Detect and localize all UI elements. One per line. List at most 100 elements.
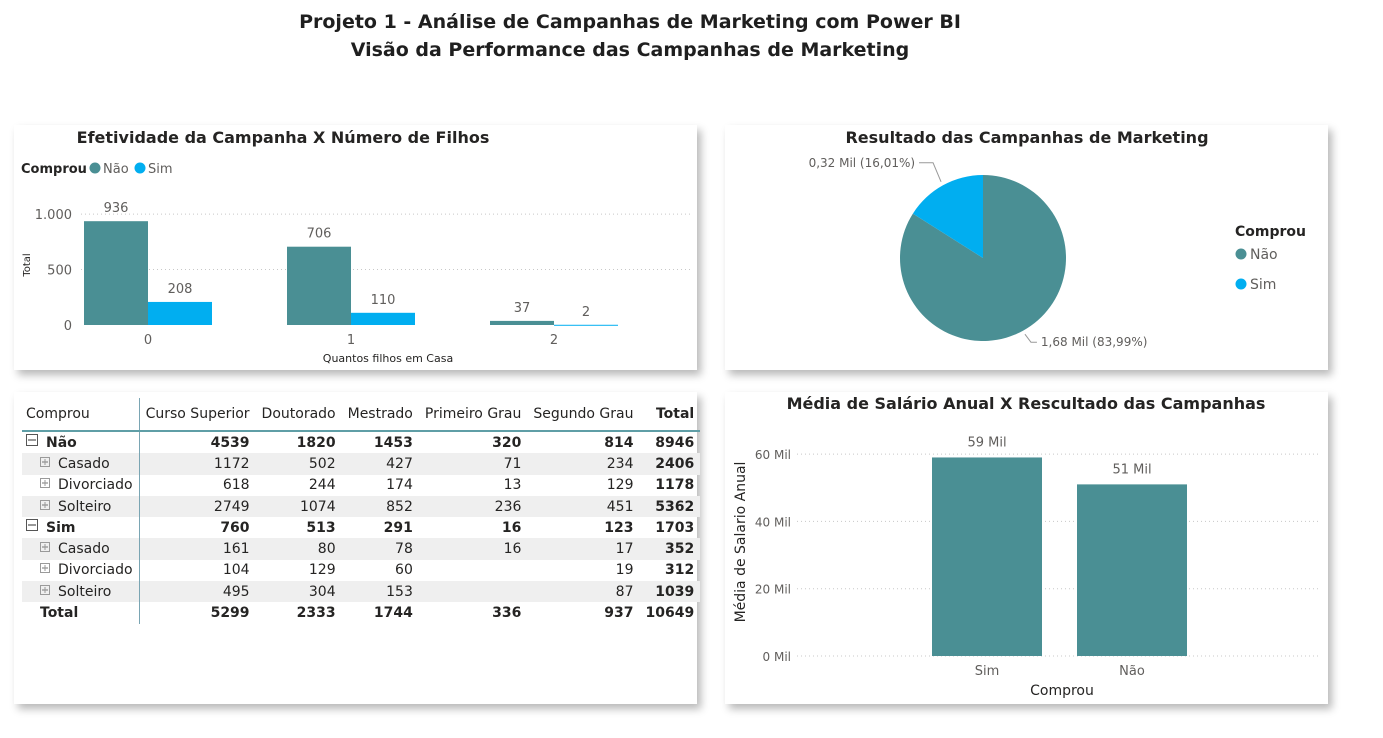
table-cell: 60 <box>395 562 413 579</box>
legend-marker <box>89 162 101 174</box>
leader-line <box>919 162 942 182</box>
table-cell: 236 <box>418 495 528 518</box>
expand-icon[interactable] <box>40 584 50 595</box>
collapse-icon[interactable] <box>26 434 38 447</box>
table-cell: 1178 <box>655 477 695 494</box>
table-cell: 234 <box>527 453 640 475</box>
table-cell: 1039 <box>639 581 701 603</box>
y-tick-label: 1.000 <box>35 208 72 223</box>
resultado-chart: Resultado das Campanhas de Marketing 1,68… <box>809 128 1306 349</box>
table-cell: 2406 <box>639 453 701 475</box>
chart-title: Média de Salário Anual X Rescultado das … <box>787 394 1266 413</box>
expand-icon[interactable] <box>40 478 50 489</box>
collapse-icon[interactable] <box>26 519 38 532</box>
pie-label: 1,68 Mil (83,99%) <box>1041 335 1148 349</box>
bar-no-2 <box>490 320 554 325</box>
expand-icon[interactable] <box>40 499 50 510</box>
x-tick-label: 1 <box>347 333 355 348</box>
x-tick-label: Não <box>1119 664 1145 679</box>
x-axis-label: Quantos filhos em Casa <box>323 352 453 365</box>
x-tick-label: 2 <box>550 333 558 348</box>
data-label: 110 <box>371 293 396 308</box>
salario-chart-panel[interactable]: Média de Salário Anual X Rescultado das … <box>725 392 1328 704</box>
row-label: Casado <box>58 455 110 472</box>
group-row: Não 4539 1820 1453 320 814 8946 <box>22 431 700 454</box>
bar-sim-2 <box>554 324 618 326</box>
pie-label: 0,32 Mil (16,01%) <box>809 156 916 170</box>
bar-no-1 <box>287 246 351 325</box>
legend-entry: Não <box>103 162 129 177</box>
salario-chart: Média de Salário Anual X Rescultado das … <box>733 394 1321 699</box>
group-row: Sim 760 513 291 16 123 1703 <box>22 517 700 539</box>
y-tick-label: 0 <box>64 319 72 334</box>
table-cell: 2333 <box>296 605 336 622</box>
filhos-chart: Efetividade da Campanha X Número de Filh… <box>21 128 690 365</box>
data-label: 59 Mil <box>967 435 1006 450</box>
table-cell: 5299 <box>210 605 250 622</box>
table-cell: 814 <box>604 434 634 451</box>
table-cell: 2749 <box>139 495 256 518</box>
legend-marker <box>134 162 146 174</box>
table-cell: 291 <box>383 519 413 536</box>
y-tick-label: 60 Mil <box>755 448 791 462</box>
table-row: Divorciado 618 244 174 13 129 1178 <box>22 474 700 496</box>
column-header: Curso Superior <box>145 406 250 422</box>
column-header-comprou: Comprou <box>22 398 140 431</box>
table-cell: 312 <box>664 562 695 579</box>
table-cell: 760 <box>220 519 250 536</box>
table-cell: 352 <box>639 538 701 560</box>
x-tick-label: 0 <box>144 333 152 348</box>
resultado-chart-panel[interactable]: Resultado das Campanhas de Marketing 1,68… <box>725 125 1328 370</box>
row-label: Divorciado <box>58 477 133 494</box>
chart-title: Resultado das Campanhas de Marketing <box>845 128 1208 147</box>
table-cell: 852 <box>341 495 419 518</box>
table-row: Solteiro 2749 1074 852 236 451 5362 <box>22 495 701 518</box>
legend-marker <box>1235 248 1247 260</box>
legend-marker <box>1235 278 1247 290</box>
table-cell: 320 <box>492 434 522 451</box>
table-cell: 495 <box>139 581 256 603</box>
expand-icon[interactable] <box>40 563 50 574</box>
y-tick-label: 0 Mil <box>763 650 791 664</box>
matrix-panel[interactable]: Comprou Curso Superior Doutorado Mestrado Pr… <box>14 392 701 704</box>
table-cell: 129 <box>308 562 336 579</box>
row-label: Casado <box>58 541 110 558</box>
table-cell: 129 <box>606 477 634 494</box>
table-cell: 78 <box>341 538 419 560</box>
table-cell: 1074 <box>255 495 342 518</box>
expand-icon[interactable] <box>40 456 50 467</box>
bar-sim-0 <box>148 301 212 325</box>
report-subtitle: Visão da Performance das Campanhas de Ma… <box>350 39 910 61</box>
pie-slice-sim <box>912 175 983 258</box>
matrix-table: Comprou Curso Superior Doutorado Mestrado Pr… <box>22 398 701 624</box>
legend-entry: Não <box>1250 247 1278 263</box>
table-cell: 502 <box>255 453 342 475</box>
expand-icon[interactable] <box>40 542 50 553</box>
legend-title: Comprou <box>21 162 87 177</box>
table-cell: 16 <box>501 519 522 536</box>
table-cell: 937 <box>604 605 634 622</box>
legend-title: Comprou <box>1235 224 1306 240</box>
legend-entry: Sim <box>148 162 173 177</box>
row-label: Total <box>40 605 79 622</box>
table-cell: 16 <box>418 538 528 560</box>
table-cell <box>418 581 528 603</box>
data-label: 37 <box>514 301 531 316</box>
report-title: Projeto 1 - Análise de Campanhas de Mark… <box>299 11 961 33</box>
table-cell: 1744 <box>373 605 413 622</box>
table-cell: 10649 <box>645 605 695 622</box>
table-cell <box>419 560 528 581</box>
table-cell: 1703 <box>655 519 695 536</box>
column-header: Primeiro Grau <box>424 406 522 422</box>
table-cell: 1453 <box>373 434 413 451</box>
x-axis-label: Comprou <box>1030 683 1094 699</box>
row-label: Solteiro <box>58 583 112 600</box>
x-tick-label: Sim <box>975 664 1000 679</box>
filhos-chart-panel[interactable]: Efetividade da Campanha X Número de Filh… <box>14 125 697 370</box>
table-cell: 161 <box>139 538 256 560</box>
table-cell: 19 <box>615 562 634 579</box>
table-row: Solteiro 495 304 153 87 1039 <box>22 581 701 603</box>
table-cell: 153 <box>341 581 419 603</box>
bar-no-0 <box>84 221 148 325</box>
bar-sim <box>932 457 1042 656</box>
